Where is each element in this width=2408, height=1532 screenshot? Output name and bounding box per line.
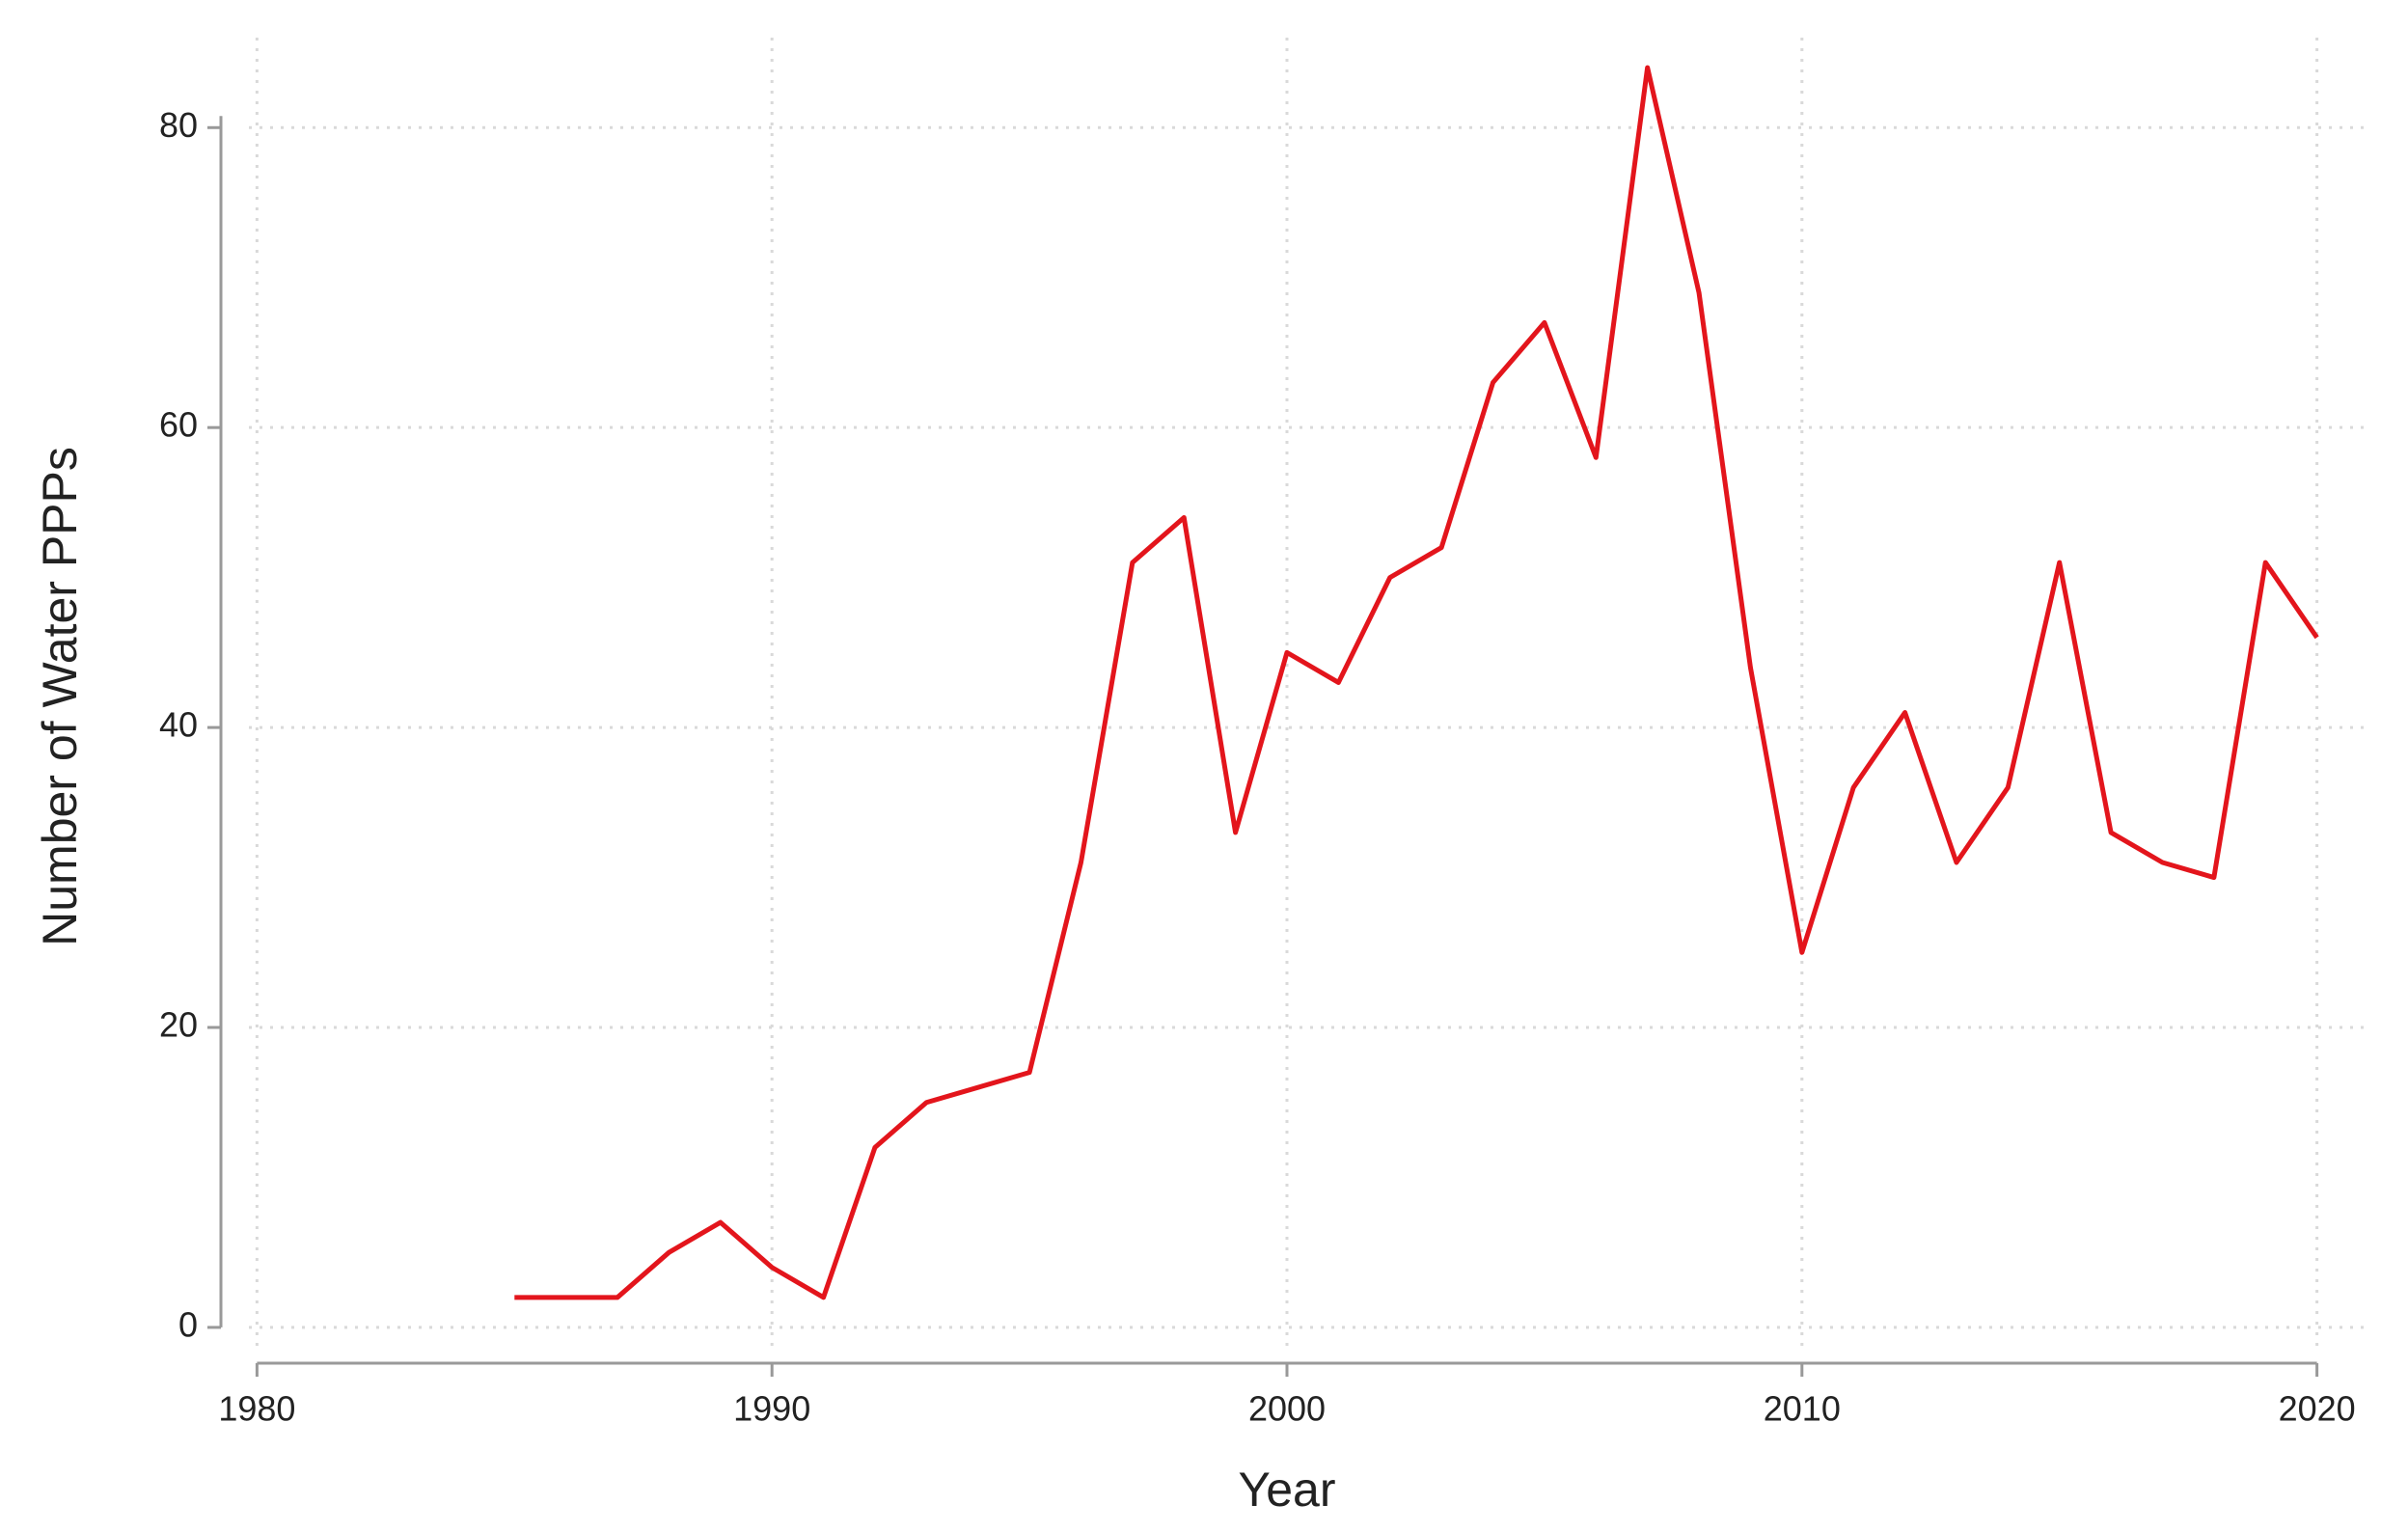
x-tick-label: 2020 [2279,1389,2356,1429]
y-tick-label: 20 [159,1005,198,1045]
y-tick-label: 40 [159,705,198,745]
x-tick-label: 1980 [218,1389,295,1429]
y-axis-title: Number of Water PPPs [33,447,87,946]
y-tick-label: 0 [178,1304,198,1344]
y-tick-label: 80 [159,105,198,145]
x-tick-label: 2000 [1248,1389,1326,1429]
x-tick-label: 2010 [1764,1389,1841,1429]
data-line [514,65,2319,1300]
x-tick-label: 1990 [733,1389,810,1429]
x-axis-title: Year [1238,1463,1335,1517]
y-tick-label: 60 [159,405,198,445]
